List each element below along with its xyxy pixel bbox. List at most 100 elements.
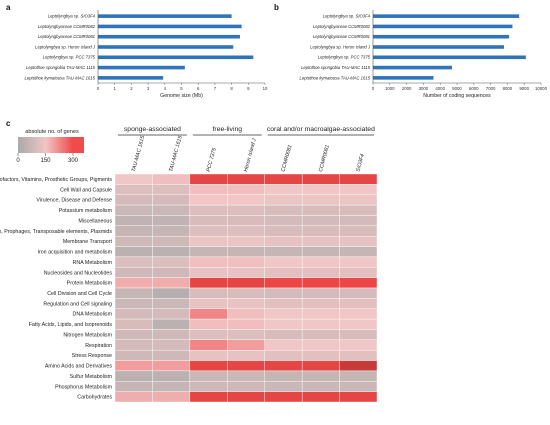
heatmap-cell [152,173,191,185]
heatmap-cell [189,204,228,216]
x-tick-label: 3 [147,86,150,91]
heatmap-cell [301,391,340,403]
bar-label: Leptolyngbya sp. Heron Island J [35,44,96,49]
heatmap-cell [189,277,228,289]
heatmap-cell [264,349,303,361]
bar-label: Leptolyngbyaceae CCMR0082 [38,24,96,29]
legend-colorbar [18,137,84,153]
bar-chart-b: Leptolyngbya sp. SIO3F4 Leptolyngbyaceae … [300,10,548,99]
heatmap-cell [339,391,378,403]
x-tick-label: 1000 [385,86,395,91]
heatmap-cell [227,370,265,382]
bar-label: Leptolyngbya sp. PCC 7375 [43,55,96,60]
legend-tick-label: 150 [40,158,51,164]
row-label: Cell Wall and Capsule [60,187,112,193]
heatmap-cell [114,204,153,216]
heatmap-cell [114,173,153,185]
heatmap-cell [152,339,191,351]
bar [98,45,234,49]
heatmap-cell [227,235,265,247]
panel-letter-a: a [6,3,11,12]
x-tick-label: 6 [197,86,200,91]
x-axis-title: Number of coding sequences [423,93,491,99]
heatmap-cell [301,349,340,361]
x-tick-label: 9000 [519,86,529,91]
column-label: TAU-MAC 1615 [168,135,183,172]
bar-label: Leptolyngbya sp. PCC 7375 [318,55,371,60]
heatmap-cell [264,204,303,216]
heatmap-cell [114,360,153,372]
heatmap-cell [227,256,265,268]
heatmap-cell [227,225,265,237]
panel-letter-c: c [6,119,11,128]
heatmap-cell [264,267,303,278]
heatmap-cell [189,267,228,278]
column-label: Heron Island J [243,138,258,173]
heatmap-cell [227,184,265,195]
heatmap-cell [264,308,303,320]
x-tick-label: 8 [230,86,233,91]
heatmap-cell [227,173,265,185]
heatmap-cell [189,215,228,227]
heatmap-cell [264,184,303,195]
row-label: Carbohydrates [77,395,112,401]
heatmap-cell [227,194,265,206]
heatmap-cell [152,308,191,320]
heatmap-cell [189,349,228,361]
heatmap-cell [301,370,340,382]
heatmap-cell [189,308,228,320]
x-axis-title: Genome size (Mb) [160,93,203,99]
heatmap-cell [189,256,228,268]
heatmap-cell [114,277,153,289]
heatmap-cell [227,267,265,278]
row-label: Cell Division and Cell Cycle [47,291,112,297]
heatmap-cell [227,318,265,330]
heatmap-cell [114,235,153,247]
heatmap-cell [189,235,228,247]
row-label: Fatty Acids, Lipids, and Isoprenoids [29,322,113,328]
heatmap-cell [339,173,378,185]
heatmap-cell [301,235,340,247]
heatmap-cell [227,360,265,372]
heatmap-cell [339,246,378,258]
x-tick-label: 10000 [535,86,548,91]
heatmap-cell [114,287,153,299]
x-tick-label: 4000 [435,86,445,91]
heatmap-cell [339,194,378,206]
row-label: Potassium metabolism [59,208,113,214]
heatmap-cell [339,235,378,247]
heatmap-cell [152,215,191,227]
heatmap-cell [264,287,303,299]
row-label: Protein Metabolism [67,281,113,287]
row-label: Sulfur Metabolism [70,374,113,380]
heatmap-cell [301,267,340,278]
heatmap-cell [189,318,228,330]
heatmap-cell [152,349,191,361]
heatmap-cell [227,381,265,392]
heatmap-cell [227,308,265,320]
x-tick-label: 10 [263,86,268,91]
heatmap-cell [301,318,340,330]
heatmap-cell [152,256,191,268]
heatmap-cell [189,391,228,403]
bar-label: Leptothoe spongobia TAU-MAC 1115 [26,65,96,70]
heatmap-cell [339,339,378,351]
row-label: Respiration [85,343,112,349]
heatmap-cell [114,194,153,206]
legend-tick-label: 300 [68,158,79,164]
x-tick-label: 7 [214,86,217,91]
heatmap-cell [264,225,303,237]
heatmap-cell [114,349,153,361]
heatmap-cell [339,267,378,278]
bar-label: Leptolyngbya sp. SIO3F4 [48,14,96,19]
heatmap-cell [189,287,228,299]
row-label: Amino Acids and Derivatives [45,364,112,370]
heatmap-cell [264,215,303,227]
heatmap-cell [152,246,191,258]
heatmap-cell [114,329,153,341]
heatmap-cell [114,318,153,330]
bar-label: Leptolyngbya sp. Heron Island J [310,44,371,49]
bar [373,45,505,49]
heatmap-cell [301,256,340,268]
heatmap-cell [264,370,303,382]
